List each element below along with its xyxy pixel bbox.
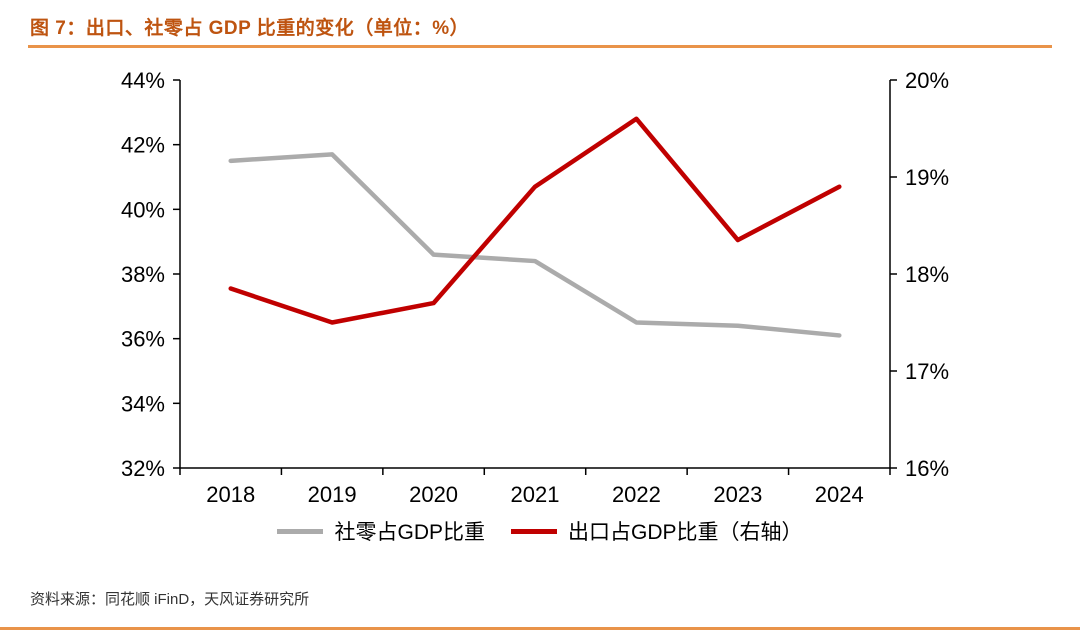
svg-text:38%: 38% bbox=[121, 262, 165, 287]
bottom-divider bbox=[0, 627, 1080, 630]
svg-text:40%: 40% bbox=[121, 197, 165, 222]
svg-text:17%: 17% bbox=[905, 359, 949, 384]
svg-text:32%: 32% bbox=[121, 456, 165, 481]
svg-text:18%: 18% bbox=[905, 262, 949, 287]
legend-swatch bbox=[511, 528, 557, 534]
svg-text:2023: 2023 bbox=[713, 482, 762, 507]
svg-text:42%: 42% bbox=[121, 133, 165, 158]
svg-text:44%: 44% bbox=[121, 68, 165, 93]
figure-title: 图 7：出口、社零占 GDP 比重的变化（单位：%） bbox=[30, 18, 470, 39]
chart-legend: 社零占GDP比重 出口占GDP比重（右轴） bbox=[0, 516, 1080, 546]
title-divider bbox=[28, 45, 1052, 48]
legend-swatch bbox=[277, 528, 324, 534]
svg-text:2019: 2019 bbox=[308, 482, 357, 507]
legend-label: 出口占GDP比重（右轴） bbox=[568, 521, 803, 544]
svg-text:34%: 34% bbox=[121, 391, 165, 416]
svg-text:16%: 16% bbox=[905, 456, 949, 481]
svg-text:20%: 20% bbox=[905, 68, 949, 93]
svg-text:2024: 2024 bbox=[815, 482, 864, 507]
svg-text:36%: 36% bbox=[121, 327, 165, 352]
svg-text:2018: 2018 bbox=[206, 482, 255, 507]
line-chart: 32% 34% 36% 38% 40% 42% 44% 16% 17% 18% 19% 20% 2018… bbox=[121, 68, 949, 507]
source-text: 资料来源：同花顺 iFinD，天风证券研究所 bbox=[30, 591, 310, 608]
svg-text:2020: 2020 bbox=[409, 482, 458, 507]
svg-text:19%: 19% bbox=[905, 165, 949, 190]
legend-item: 社零占GDP比重 bbox=[277, 516, 485, 546]
svg-text:2022: 2022 bbox=[612, 482, 661, 507]
legend-item: 出口占GDP比重（右轴） bbox=[511, 516, 803, 546]
svg-text:2021: 2021 bbox=[511, 482, 560, 507]
legend-label: 社零占GDP比重 bbox=[334, 521, 485, 544]
